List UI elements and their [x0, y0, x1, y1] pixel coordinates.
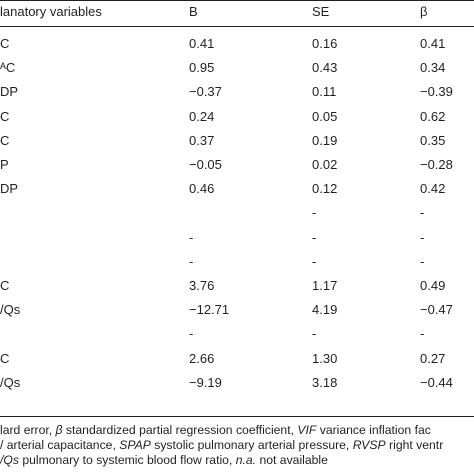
cell-beta: -	[420, 229, 425, 245]
cell-beta: 0.41	[420, 36, 446, 51]
footnote-segment: right ventr	[385, 438, 444, 452]
cell-se: 1.30	[312, 350, 338, 366]
cell-b: 0.46	[189, 181, 215, 197]
cell-beta: −0.44	[420, 374, 453, 390]
cell-beta: 0.49	[420, 278, 446, 293]
row-label: C	[0, 278, 10, 293]
cell-b: −12.71	[189, 302, 230, 318]
cell-beta: 0.35	[420, 132, 446, 148]
table-header-rule	[0, 26, 474, 27]
table-row: P −0.05 0.02 −0.28	[0, 153, 474, 177]
row-label: DP	[0, 181, 19, 197]
cell-b: 2.66	[189, 350, 215, 366]
cell-se: -	[312, 326, 317, 342]
row-label: C	[0, 350, 10, 366]
cell-b: -	[189, 253, 194, 269]
cell-se: 4.19	[312, 302, 338, 318]
cell-beta: 0.34	[420, 60, 446, 76]
cell-b: 0.24	[189, 108, 215, 124]
cell-se: 0.19	[312, 132, 338, 148]
table-row: --	[0, 201, 474, 225]
cell-se: 0.02	[312, 157, 338, 172]
footnote-segment: n.a.	[235, 453, 257, 467]
footnote-segment: /Qs	[0, 453, 19, 467]
cell-se: 0.05	[312, 108, 338, 124]
cell-b: 0.37	[189, 132, 215, 148]
cell-beta: -	[420, 205, 425, 221]
table-row: C 2.66 1.30 0.27	[0, 347, 474, 371]
table-row: ---	[0, 226, 474, 250]
table-row: /Qs −12.71 4.19 −0.47	[0, 298, 474, 322]
footnote-segment: lard error,	[0, 423, 56, 437]
table-row: ᴬC 0.95 0.43 0.34	[0, 56, 474, 80]
cell-beta: -	[420, 253, 425, 269]
table-row: C 0.37 0.19 0.35	[0, 129, 474, 153]
row-label: C	[0, 36, 10, 51]
table-bottom-rule	[0, 416, 474, 417]
cell-b: -	[189, 229, 194, 245]
cell-se: -	[312, 205, 317, 221]
cell-b: 0.95	[189, 60, 215, 76]
row-label: /Qs	[0, 302, 21, 318]
footnote-segment: not available	[256, 453, 328, 467]
cell-se: 0.11	[312, 84, 337, 100]
footnote-segment: variance inflation fac	[316, 423, 431, 437]
row-label: ᴬC	[0, 60, 16, 76]
cell-beta: 0.62	[420, 108, 446, 124]
cell-beta: 0.27	[420, 350, 446, 366]
cell-b: 3.76	[189, 278, 215, 293]
cell-se: 1.17	[312, 278, 338, 293]
cell-se: 0.16	[312, 36, 338, 51]
footnote-line-1: lard error, β standardized partial regre…	[0, 423, 474, 438]
table-row: C 0.24 0.05 0.62	[0, 105, 474, 129]
cell-beta: 0.42	[420, 181, 446, 197]
footnote-segment: β	[55, 423, 63, 437]
footnote-segment: pulmonary to systemic blood flow ratio,	[18, 453, 236, 467]
table-footnote: lard error, β standardized partial regre…	[0, 423, 474, 468]
cell-beta: −0.39	[420, 84, 453, 100]
footnote-segment: standardized partial regression coeffici…	[62, 423, 298, 437]
footnote-segment: RVSP	[352, 438, 386, 452]
footnote-segment: systolic pulmonary arterial pressure,	[150, 438, 353, 452]
footnote-segment: VIF	[297, 423, 317, 437]
table-body: C 0.41 0.16 0.41 ᴬC 0.95 0.43 0.34 DP −0.37 0.11 −0…	[0, 32, 474, 395]
cell-b: −9.19	[189, 374, 222, 390]
cell-se: -	[312, 253, 317, 269]
table-row: C 3.76 1.17 0.49	[0, 274, 474, 298]
cell-se: 0.43	[312, 60, 338, 76]
header-b: B	[189, 4, 198, 19]
table-row: ---	[0, 250, 474, 274]
header-se: SE	[312, 4, 330, 19]
cell-b: −0.05	[189, 157, 222, 172]
row-label: DP	[0, 84, 19, 100]
row-label: C	[0, 108, 10, 124]
table-row: /Qs −9.19 3.18 −0.44	[0, 371, 474, 395]
cell-beta: -	[420, 326, 425, 342]
footnote-segment: SPAP	[119, 438, 151, 452]
footnote-line-2: / arterial capacitance, SPAP systolic pu…	[0, 438, 474, 453]
table-row: DP 0.46 0.12 0.42	[0, 177, 474, 201]
footnote-segment: / arterial capacitance,	[0, 438, 120, 452]
footnote-line-3: /Qs pulmonary to systemic blood flow rat…	[0, 453, 474, 468]
cell-b: -	[189, 326, 194, 342]
cell-b: 0.41	[189, 36, 215, 51]
cell-se: 0.12	[312, 181, 338, 197]
table-row: C 0.41 0.16 0.41	[0, 32, 474, 56]
row-label: /Qs	[0, 374, 21, 390]
row-label: C	[0, 132, 10, 148]
table-top-rule	[0, 0, 474, 1]
table-row: ---	[0, 322, 474, 346]
header-explanatory-variables: lanatory variables	[0, 4, 102, 19]
cell-beta: −0.47	[420, 302, 453, 318]
cell-b: −0.37	[189, 84, 222, 100]
row-label: P	[0, 157, 9, 172]
header-beta: β	[420, 4, 428, 19]
cell-se: 3.18	[312, 374, 338, 390]
cell-se: -	[312, 229, 317, 245]
cell-beta: −0.28	[420, 157, 453, 172]
table-row: DP −0.37 0.11 −0.39	[0, 80, 474, 104]
